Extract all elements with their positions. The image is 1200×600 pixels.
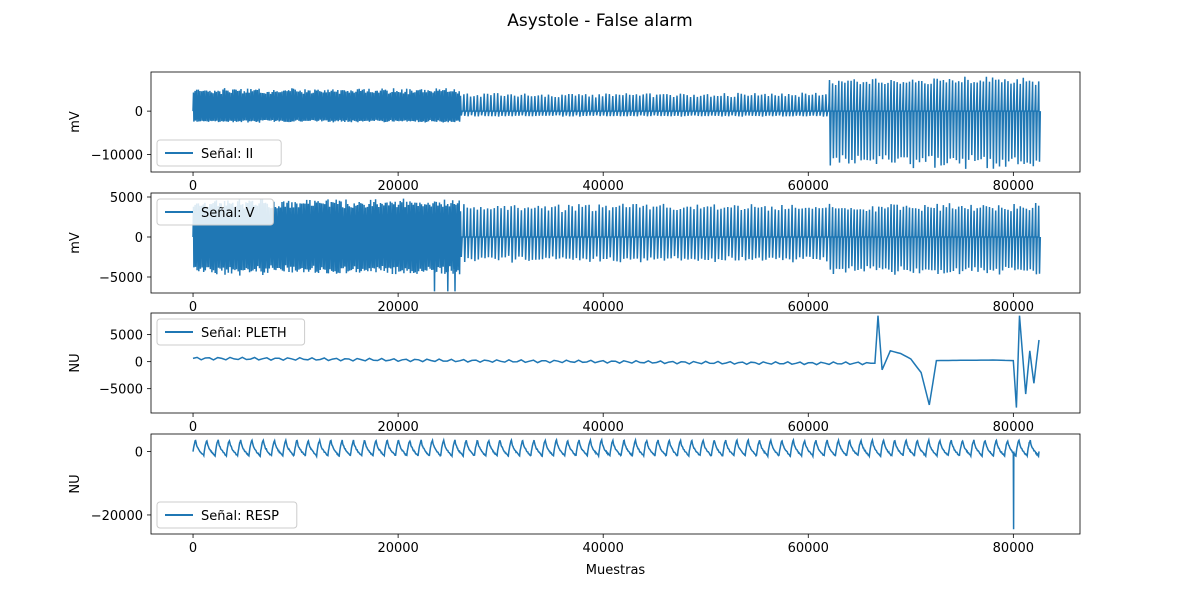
x-tick-label: 20000: [377, 420, 418, 435]
figure-title: Asystole - False alarm: [507, 11, 692, 31]
x-tick-label: 40000: [583, 179, 624, 194]
x-tick-label: 80000: [993, 300, 1034, 315]
x-tick-label: 20000: [377, 300, 418, 315]
legend-label: Señal: II: [201, 147, 253, 162]
legend-box: [156, 318, 306, 346]
y-tick-label: −10000: [91, 149, 143, 164]
signal-line: [192, 76, 1042, 169]
x-tick-label: 60000: [788, 300, 829, 315]
legend: Señal: II: [156, 139, 282, 167]
x-tick-label: 40000: [583, 300, 624, 315]
x-tick-label: 40000: [583, 541, 624, 556]
y-axis-label: mV: [68, 111, 83, 133]
x-tick-label: 0: [189, 300, 197, 315]
x-tick-label: 0: [189, 420, 197, 435]
y-tick-label: 0: [135, 231, 143, 246]
subplot-1: 0 20000 40000 60000 80000 0 −10000 mV Señal: II: [68, 71, 1081, 194]
y-tick-label: 5000: [110, 329, 143, 344]
y-tick-label: −5000: [99, 383, 143, 398]
legend: Señal: RESP: [156, 501, 298, 529]
legend-label: Señal: PLETH: [201, 326, 287, 341]
y-tick-label: 0: [135, 356, 143, 371]
legend-box: [156, 198, 274, 226]
axes-frame: [150, 433, 1081, 535]
legend: Señal: V: [156, 198, 274, 226]
subplot-2: 0 20000 40000 60000 80000 5000 0 −5000 mV Señal: …: [68, 191, 1081, 315]
legend-label: Señal: RESP: [201, 509, 279, 524]
x-axis-label: Muestras: [586, 563, 646, 578]
axes-frame: [150, 71, 1081, 173]
legend-box: [156, 501, 298, 529]
x-tick-label: 80000: [993, 541, 1034, 556]
x-tick-label: 60000: [788, 541, 829, 556]
y-tick-label: 5000: [110, 191, 143, 206]
y-axis-label: mV: [68, 232, 83, 254]
x-tick-label: 40000: [583, 420, 624, 435]
legend: Señal: PLETH: [156, 318, 306, 346]
axes-frame: [150, 312, 1081, 414]
y-tick-label: −5000: [99, 271, 143, 286]
y-axis-label: NU: [68, 353, 83, 372]
subplot-3: 0 20000 40000 60000 80000 5000 0 −5000 NU Señal: …: [68, 312, 1081, 435]
x-tick-label: 0: [189, 541, 197, 556]
y-tick-label: 0: [135, 445, 143, 460]
axes-frame: [150, 192, 1081, 294]
x-tick-label: 80000: [993, 179, 1034, 194]
signal-line: [192, 198, 1042, 292]
x-tick-label: 80000: [993, 420, 1034, 435]
legend-box: [156, 139, 282, 167]
x-tick-label: 20000: [377, 179, 418, 194]
signal-line: [192, 315, 1040, 408]
x-tick-label: 60000: [788, 420, 829, 435]
y-tick-label: 0: [135, 105, 143, 120]
legend-label: Señal: V: [201, 206, 255, 221]
x-tick-label: 0: [189, 179, 197, 194]
subplot-4: 0 20000 40000 60000 80000 0 −20000 NU Muestras Se…: [68, 433, 1081, 578]
x-tick-label: 60000: [788, 179, 829, 194]
y-tick-label: −20000: [91, 509, 143, 524]
signal-line: [192, 437, 1040, 530]
x-tick-label: 20000: [377, 541, 418, 556]
y-axis-label: NU: [68, 474, 83, 493]
